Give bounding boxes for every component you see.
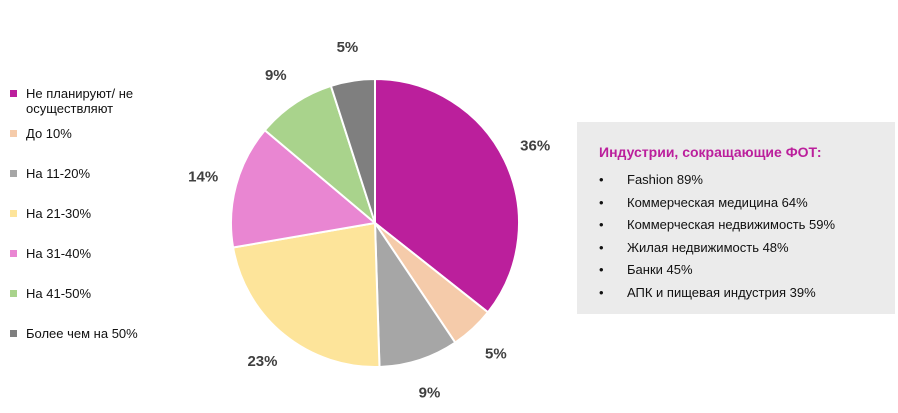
legend-item: Более чем на 50% [10,326,190,341]
legend-item: На 41-50% [10,286,190,301]
pie-slices [230,77,520,368]
legend-swatch [10,330,17,337]
bullet-marker: • [599,284,604,300]
industries-info-box: Индустрии, сокращающие ФОТ: • Fashion 89%… [577,122,895,314]
industries-list: • Fashion 89% • Коммерческая медицина 64% • К… [599,172,835,307]
bullet-marker: • [599,194,604,210]
pie-value-labels: 36% 5% 9% 23% 14% 9% 5% [188,39,550,401]
legend-label: На 11-20% [26,166,91,181]
pie-slice [263,84,378,227]
pie-slice [231,221,381,368]
legend-item: На 31-40% [10,246,190,261]
legend-label: На 31-40% [26,246,92,261]
slice-value-label: 9% [265,67,287,84]
legend-label: Не планируют/ не осуществляют [26,86,134,116]
info-box-title: Индустрии, сокращающие ФОТ: [599,144,822,160]
slice-value-label: 9% [419,384,441,401]
legend-swatch [10,90,17,97]
legend-label: На 21-30% [26,206,92,221]
legend-label: До 10% [26,126,72,141]
bullet-marker: • [599,262,604,277]
legend-swatch [10,130,17,137]
industry-list-item: • Fashion 89% [599,172,835,187]
slice-value-label: 5% [337,39,359,56]
industry-item-text: АПК и пищевая индустрия 39% [627,284,816,300]
industry-list-item: • Коммерческая медицина 64% [599,195,835,210]
industry-item-text: Коммерческая недвижимость 59% [627,217,836,232]
pie-slice [373,219,457,368]
legend-item: На 21-30% [10,206,190,221]
industry-item-text: Коммерческая медицина 64% [627,194,808,210]
industry-item-text: Жилая недвижимость 48% [627,239,789,255]
legend-swatch [10,290,17,297]
legend-label: Более чем на 50% [26,326,138,341]
legend-swatch [10,210,17,217]
industry-list-item: • Жилая недвижимость 48% [599,240,835,255]
legend-item: На 11-20% [10,166,190,181]
chart-legend: Не планируют/ не осуществляют До 10% На 11… [10,86,190,366]
legend-swatch [10,170,17,177]
industry-list-item: • АПК и пищевая индустрия 39% [599,285,835,300]
industry-list-item: • Банки 45% [599,262,835,277]
slice-value-label: 14% [188,168,218,185]
slice-value-label: 23% [247,353,277,370]
bullet-marker: • [599,217,604,232]
legend-item: До 10% [10,126,190,141]
slice-value-label: 36% [520,137,550,154]
pie-slice [230,128,378,249]
bullet-marker: • [599,172,604,187]
bullet-marker: • [599,239,604,255]
slice-value-label: 5% [485,346,507,363]
legend-swatch [10,250,17,257]
legend-item: Не планируют/ не осуществляют [10,86,190,116]
pie-slice [374,77,520,314]
pie-slice [329,77,376,224]
industry-item-text: Банки 45% [627,262,693,277]
legend-label: На 41-50% [26,286,92,301]
industry-item-text: Fashion 89% [627,172,703,187]
industry-list-item: • Коммерческая недвижимость 59% [599,217,835,232]
